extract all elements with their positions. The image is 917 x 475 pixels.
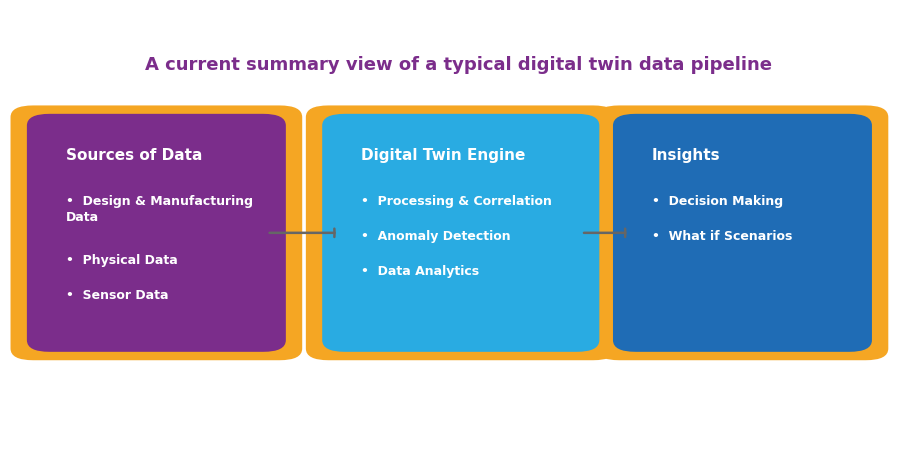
Text: •  Anomaly Detection: • Anomaly Detection xyxy=(361,230,511,244)
FancyBboxPatch shape xyxy=(10,105,303,360)
Text: •  Data Analytics: • Data Analytics xyxy=(361,266,480,278)
FancyBboxPatch shape xyxy=(322,114,600,352)
Text: Sources of Data: Sources of Data xyxy=(66,148,203,163)
Text: •  What if Scenarios: • What if Scenarios xyxy=(652,230,792,244)
Text: Insights: Insights xyxy=(652,148,721,163)
FancyBboxPatch shape xyxy=(306,105,615,360)
FancyBboxPatch shape xyxy=(597,105,889,360)
Text: •  Design & Manufacturing
Data: • Design & Manufacturing Data xyxy=(66,196,253,225)
Text: A current summary view of a typical digital twin data pipeline: A current summary view of a typical digi… xyxy=(145,56,772,74)
Text: •  Sensor Data: • Sensor Data xyxy=(66,289,169,302)
Text: •  Physical Data: • Physical Data xyxy=(66,254,178,267)
FancyBboxPatch shape xyxy=(613,114,872,352)
Text: •  Decision Making: • Decision Making xyxy=(652,196,783,209)
Text: •  Processing & Correlation: • Processing & Correlation xyxy=(361,196,552,209)
Text: Digital Twin Engine: Digital Twin Engine xyxy=(361,148,525,163)
FancyBboxPatch shape xyxy=(27,114,286,352)
